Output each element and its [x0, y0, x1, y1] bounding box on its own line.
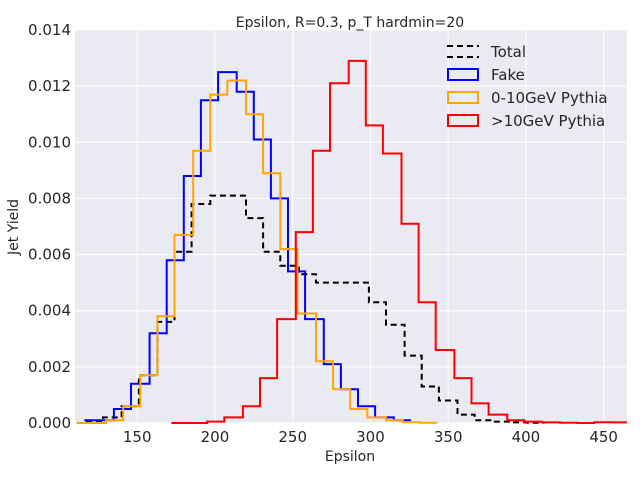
- legend-swatch: [447, 68, 479, 81]
- legend-item: Total: [447, 43, 526, 61]
- legend-label: 0-10GeV Pythia: [491, 89, 608, 107]
- legend-swatch: [447, 114, 479, 127]
- x-tick-label: 200: [201, 428, 230, 446]
- legend-label: >10GeV Pythia: [491, 112, 605, 130]
- y-tick-label: 0.004: [28, 302, 71, 320]
- series-line-fake: [84, 71, 411, 422]
- legend-item: >10GeV Pythia: [447, 112, 605, 130]
- x-tick-label: 300: [356, 428, 385, 446]
- y-tick-label: 0.010: [28, 133, 71, 151]
- y-tick-label: 0.002: [28, 358, 71, 376]
- x-tick-label: 250: [278, 428, 307, 446]
- x-tick-label: 150: [123, 428, 152, 446]
- y-tick-label: 0.006: [28, 246, 71, 264]
- y-tick-label: 0.014: [28, 21, 71, 39]
- y-axis-label: Jet Yield: [6, 199, 22, 256]
- series-line-0-10gev-pythia: [76, 79, 438, 424]
- legend-swatch: [447, 91, 479, 104]
- x-tick-label: 450: [589, 428, 618, 446]
- legend-label: Total: [490, 43, 526, 61]
- y-tick-label: 0.008: [28, 189, 71, 207]
- chart-title: Epsilon, R=0.3, p_T hardmin=20: [236, 15, 464, 31]
- x-axis-label: Epsilon: [325, 449, 375, 465]
- series-line-10gev-pythia: [171, 59, 627, 424]
- plot-area: [75, 30, 627, 423]
- grid: [75, 29, 627, 424]
- series-group: [76, 59, 627, 424]
- legend-item: 0-10GeV Pythia: [447, 89, 608, 107]
- x-tick-label: 350: [434, 428, 463, 446]
- x-tick-label: 400: [512, 428, 541, 446]
- legend: Total Fake 0-10GeV Pythia >10GeV Pythia: [447, 43, 608, 130]
- y-tick-label: 0.012: [28, 77, 71, 95]
- tick-labels: 150 200 250 300 350 400 450 0.000 0.002 0.004 0.00…: [28, 21, 618, 446]
- legend-item: Fake: [447, 66, 525, 84]
- legend-label: Fake: [491, 66, 525, 84]
- y-tick-label: 0.000: [28, 414, 71, 432]
